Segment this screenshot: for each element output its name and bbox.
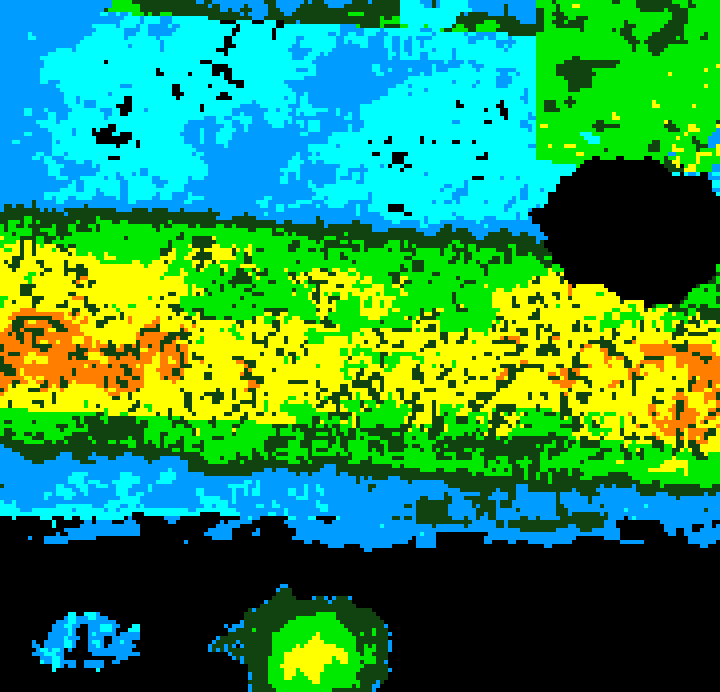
radar-image-viewport: Weather Radar Reflectivity Composite (0, 0, 720, 692)
radar-reflectivity-canvas (0, 0, 720, 692)
